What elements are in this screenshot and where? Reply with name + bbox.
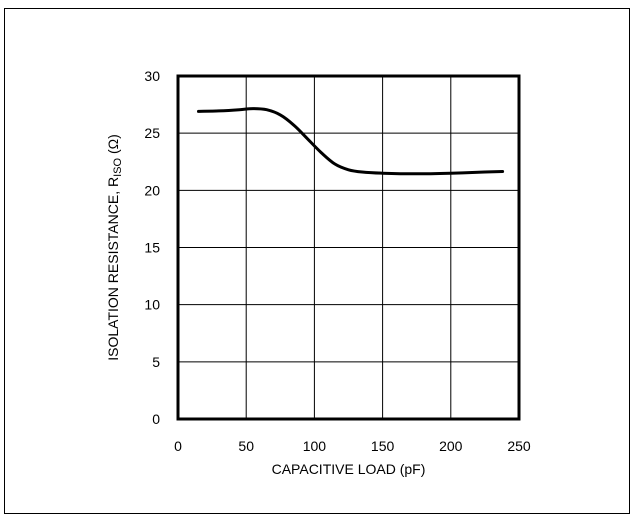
y-axis-label: ISOLATION RESISTANCE, RISO (Ω) (105, 134, 124, 361)
y-axis-label-prefix: ISOLATION RESISTANCE, R (105, 177, 121, 361)
y-axis-label-subscript: ISO (112, 157, 124, 176)
x-tick-label: 100 (303, 438, 327, 454)
y-tick-label: 10 (144, 297, 160, 313)
y-tick-label: 15 (144, 240, 160, 256)
y-axis-label-suffix: (Ω) (105, 134, 121, 158)
x-tick-label: 200 (439, 438, 463, 454)
x-tick-label: 0 (174, 438, 182, 454)
y-tick-label: 5 (152, 354, 160, 370)
y-tick-label: 30 (144, 68, 160, 84)
plot-area-border (176, 74, 521, 421)
figure-frame (4, 8, 630, 514)
grid (177, 75, 520, 420)
x-tick-label: 250 (507, 438, 531, 454)
y-tick-label: 20 (144, 182, 160, 198)
y-tick-labels: 0 5 10 15 20 25 30 (144, 68, 160, 427)
x-axis-label: CAPACITIVE LOAD (pF) (272, 461, 426, 477)
x-tick-label: 150 (371, 438, 395, 454)
y-tick-label: 25 (144, 125, 160, 141)
x-tick-labels: 0 50 100 150 200 250 (174, 438, 531, 454)
y-tick-label: 0 (152, 411, 160, 427)
x-tick-label: 50 (238, 438, 254, 454)
series-layer (197, 107, 505, 176)
series-line (197, 107, 505, 176)
